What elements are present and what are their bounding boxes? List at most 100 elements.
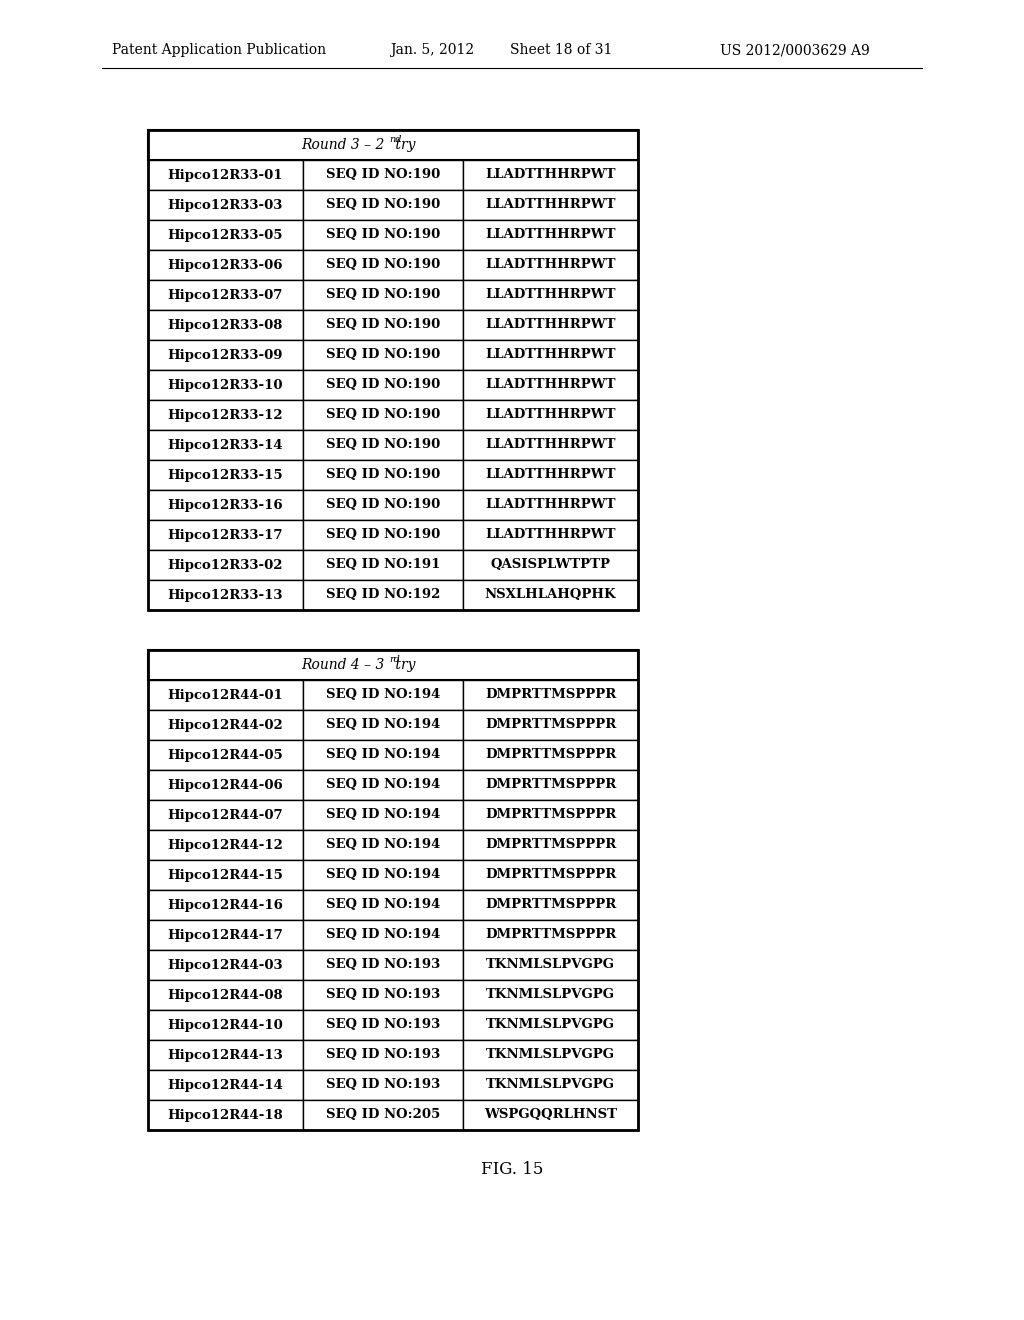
Bar	[463, 1071, 638, 1100]
Text: SEQ ID NO:194: SEQ ID NO:194	[326, 869, 440, 882]
Text: SEQ ID NO:190: SEQ ID NO:190	[326, 228, 440, 242]
Text: TKNMLSLPVGPG: TKNMLSLPVGPG	[486, 1048, 615, 1061]
Text: LLADTTHHRPWT: LLADTTHHRPWT	[485, 348, 615, 362]
Bar	[303, 220, 463, 249]
Text: SEQ ID NO:193: SEQ ID NO:193	[326, 1078, 440, 1092]
Text: SEQ ID NO:190: SEQ ID NO:190	[326, 469, 440, 482]
Text: try: try	[391, 139, 416, 152]
Text: SEQ ID NO:190: SEQ ID NO:190	[326, 198, 440, 211]
Text: Hipco12R44-13: Hipco12R44-13	[168, 1048, 284, 1061]
Text: NSXLHLAHQPHK: NSXLHLAHQPHK	[484, 589, 616, 602]
Text: Round 4 – 3: Round 4 – 3	[302, 657, 385, 672]
Bar	[148, 800, 303, 830]
Bar	[463, 220, 638, 249]
Bar	[463, 680, 638, 710]
Bar	[463, 770, 638, 800]
Bar	[463, 310, 638, 341]
Bar	[463, 160, 638, 190]
Bar	[303, 249, 463, 280]
Bar	[303, 861, 463, 890]
Bar	[148, 220, 303, 249]
Text: Hipco12R33-14: Hipco12R33-14	[168, 438, 284, 451]
Text: SEQ ID NO:190: SEQ ID NO:190	[326, 438, 440, 451]
Text: LLADTTHHRPWT: LLADTTHHRPWT	[485, 289, 615, 301]
Text: SEQ ID NO:190: SEQ ID NO:190	[326, 379, 440, 392]
Bar	[463, 190, 638, 220]
Bar	[148, 1040, 303, 1071]
Text: SEQ ID NO:193: SEQ ID NO:193	[326, 1019, 440, 1031]
Text: LLADTTHHRPWT: LLADTTHHRPWT	[485, 228, 615, 242]
Text: TKNMLSLPVGPG: TKNMLSLPVGPG	[486, 1078, 615, 1092]
Bar	[148, 920, 303, 950]
Bar	[148, 459, 303, 490]
Text: Hipco12R44-10: Hipco12R44-10	[168, 1019, 284, 1031]
Bar	[303, 979, 463, 1010]
Text: Hipco12R33-07: Hipco12R33-07	[168, 289, 284, 301]
Bar	[148, 550, 303, 579]
Bar	[148, 861, 303, 890]
Bar	[463, 979, 638, 1010]
Text: SEQ ID NO:194: SEQ ID NO:194	[326, 718, 440, 731]
Bar	[303, 741, 463, 770]
Bar	[303, 950, 463, 979]
Bar	[303, 310, 463, 341]
Bar	[463, 1100, 638, 1130]
Text: SEQ ID NO:191: SEQ ID NO:191	[326, 558, 440, 572]
Bar	[463, 249, 638, 280]
Bar	[303, 770, 463, 800]
Bar	[463, 579, 638, 610]
Text: LLADTTHHRPWT: LLADTTHHRPWT	[485, 318, 615, 331]
Text: SEQ ID NO:190: SEQ ID NO:190	[326, 318, 440, 331]
Text: SEQ ID NO:190: SEQ ID NO:190	[326, 169, 440, 181]
Text: Hipco12R44-12: Hipco12R44-12	[168, 838, 284, 851]
Bar	[148, 129, 638, 160]
Text: SEQ ID NO:194: SEQ ID NO:194	[326, 928, 440, 941]
Text: LLADTTHHRPWT: LLADTTHHRPWT	[485, 469, 615, 482]
Bar	[463, 861, 638, 890]
Text: Hipco12R44-03: Hipco12R44-03	[168, 958, 284, 972]
Bar	[148, 649, 638, 1130]
Text: TKNMLSLPVGPG: TKNMLSLPVGPG	[486, 958, 615, 972]
Bar	[463, 710, 638, 741]
Text: Hipco12R33-12: Hipco12R33-12	[168, 408, 284, 421]
Text: SEQ ID NO:190: SEQ ID NO:190	[326, 348, 440, 362]
Text: SEQ ID NO:193: SEQ ID NO:193	[326, 989, 440, 1002]
Bar	[463, 490, 638, 520]
Bar	[303, 1071, 463, 1100]
Text: Hipco12R33-08: Hipco12R33-08	[168, 318, 284, 331]
Text: Hipco12R44-18: Hipco12R44-18	[168, 1109, 284, 1122]
Bar	[303, 680, 463, 710]
Text: SEQ ID NO:194: SEQ ID NO:194	[326, 808, 440, 821]
Bar	[463, 341, 638, 370]
Text: SEQ ID NO:194: SEQ ID NO:194	[326, 899, 440, 912]
Bar	[148, 890, 303, 920]
Text: Hipco12R33-02: Hipco12R33-02	[168, 558, 284, 572]
Bar	[303, 579, 463, 610]
Text: SEQ ID NO:190: SEQ ID NO:190	[326, 528, 440, 541]
Bar	[148, 1071, 303, 1100]
Bar	[463, 400, 638, 430]
Bar	[148, 649, 638, 680]
Bar	[303, 890, 463, 920]
Text: LLADTTHHRPWT: LLADTTHHRPWT	[485, 169, 615, 181]
Bar	[303, 710, 463, 741]
Bar	[303, 160, 463, 190]
Bar	[463, 800, 638, 830]
Bar	[148, 950, 303, 979]
Text: Round 3 – 2: Round 3 – 2	[302, 139, 385, 152]
Bar	[463, 459, 638, 490]
Text: SEQ ID NO:190: SEQ ID NO:190	[326, 259, 440, 272]
Bar	[463, 830, 638, 861]
Text: Hipco12R33-10: Hipco12R33-10	[168, 379, 284, 392]
Bar	[463, 1010, 638, 1040]
Text: Hipco12R33-01: Hipco12R33-01	[168, 169, 284, 181]
Bar	[303, 800, 463, 830]
Text: Hipco12R44-16: Hipco12R44-16	[168, 899, 284, 912]
Bar	[303, 490, 463, 520]
Bar	[463, 950, 638, 979]
Text: SEQ ID NO:192: SEQ ID NO:192	[326, 589, 440, 602]
Bar	[148, 280, 303, 310]
Bar	[463, 1040, 638, 1071]
Text: LLADTTHHRPWT: LLADTTHHRPWT	[485, 408, 615, 421]
Text: Hipco12R33-15: Hipco12R33-15	[168, 469, 284, 482]
